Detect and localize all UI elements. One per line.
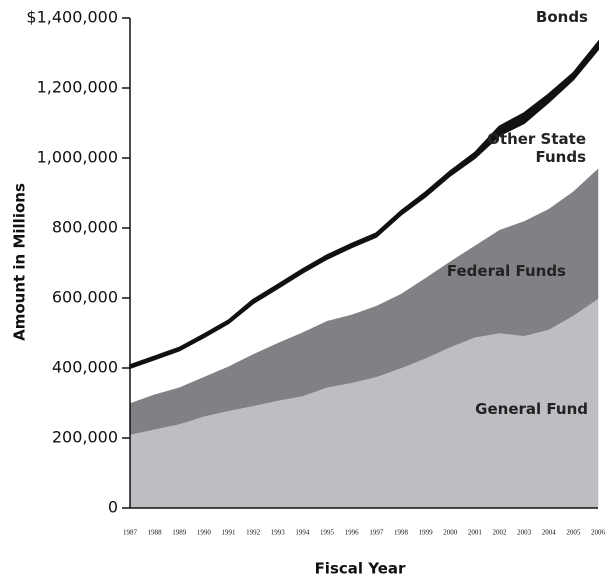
x-tick-label: 2004 xyxy=(542,529,557,537)
y-tick-label: 400,000 xyxy=(52,358,118,377)
x-tick-label: 1996 xyxy=(345,529,360,537)
x-tick-label: 1993 xyxy=(271,529,286,537)
y-tick-label: 200,000 xyxy=(52,428,118,447)
y-tick-label: 800,000 xyxy=(52,218,118,237)
y-tick-label: 1,000,000 xyxy=(37,148,118,167)
x-axis-title: Fiscal Year xyxy=(315,560,406,578)
x-tick-label: 1988 xyxy=(148,529,163,537)
x-tick-label: 1990 xyxy=(197,529,212,537)
x-tick-label: 1997 xyxy=(369,529,384,537)
x-tick-label: 1987 xyxy=(123,529,138,537)
area xyxy=(129,39,599,370)
x-tick-label: 1995 xyxy=(320,529,335,537)
series-label: Bonds xyxy=(535,8,588,26)
x-tick-label: 2002 xyxy=(492,529,507,537)
x-tick-label: 2003 xyxy=(517,529,532,537)
x-tick-label: 1992 xyxy=(246,529,261,537)
series-label: Other State Funds xyxy=(487,130,586,166)
y-tick-label: 0 xyxy=(108,498,118,517)
series-label: General Fund xyxy=(475,400,588,418)
x-tick-label: 1999 xyxy=(419,529,434,537)
x-tick-label: 1998 xyxy=(394,529,409,537)
y-tick-label: 1,200,000 xyxy=(37,78,118,97)
y-tick-label: $1,400,000 xyxy=(26,8,118,27)
x-tick-label: 2005 xyxy=(566,529,581,537)
x-tick-label: 2001 xyxy=(468,529,483,537)
x-tick-label: 2006 xyxy=(591,529,606,537)
y-tick-label: 600,000 xyxy=(52,288,118,307)
x-tick-label: 2000 xyxy=(443,529,458,537)
series-label: Federal Funds xyxy=(446,262,566,280)
x-tick-label: 1989 xyxy=(172,529,187,537)
x-tick-label: 1994 xyxy=(295,529,310,537)
x-tick-label: 1991 xyxy=(222,529,237,537)
y-axis-title: Amount in Millions xyxy=(11,183,29,341)
